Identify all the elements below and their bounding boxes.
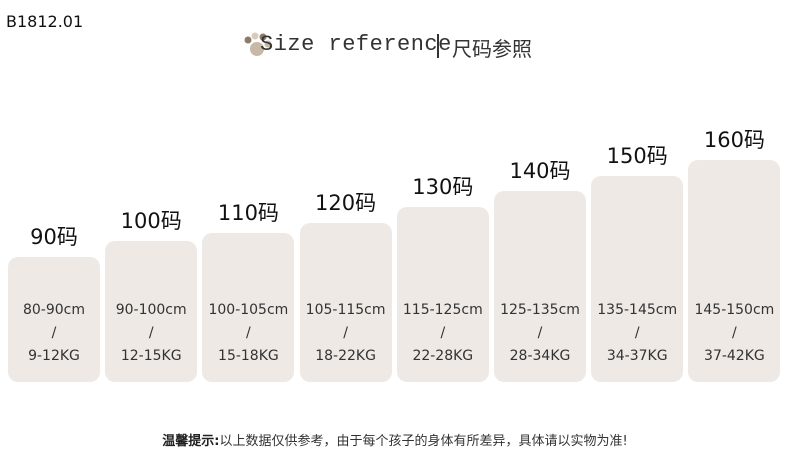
height-range: 80-90cm	[22, 302, 85, 318]
size-label: 140码	[509, 159, 571, 183]
divider: /	[440, 325, 446, 341]
divider: /	[246, 325, 251, 341]
height-range: 100-105cm	[208, 302, 289, 318]
divider: /	[343, 325, 348, 341]
height-range: 125-135cm	[500, 302, 580, 318]
size-box	[8, 257, 100, 382]
weight-range: 37-42KG	[704, 348, 765, 364]
size-box	[494, 191, 586, 382]
footer-text: 以上数据仅供参考，由于每个孩子的身体有所差异，具体请以实物为准!	[219, 434, 628, 449]
height-range: 145-150cm	[694, 302, 775, 318]
divider: /	[634, 325, 640, 341]
size-label: 90码	[30, 225, 78, 249]
divider: /	[51, 325, 57, 341]
paw-icon	[244, 32, 272, 56]
weight-range: 18-22KG	[315, 348, 376, 364]
size-box	[591, 176, 684, 382]
height-range: 115-125cm	[402, 302, 483, 318]
size-label: 120码	[315, 191, 377, 215]
weight-range: 34-37KG	[606, 348, 668, 364]
weight-range: 12-15KG	[120, 348, 182, 364]
height-range: 90-100cm	[115, 302, 187, 318]
size-label: 110码	[217, 201, 279, 225]
weight-range: 22-28KG	[412, 348, 474, 364]
size-box	[396, 207, 489, 382]
height-range: 105-115cm	[305, 302, 386, 318]
size-label: 150码	[606, 144, 668, 168]
weight-range: 28-34KG	[509, 348, 571, 364]
title-cn: 尺码参照	[452, 37, 532, 61]
size-label: 100码	[120, 209, 182, 233]
divider: /	[537, 325, 543, 341]
weight-range: 15-18KG	[218, 348, 279, 364]
product-code: B1812.01	[6, 12, 84, 31]
weight-range: 9-12KG	[28, 348, 80, 364]
footer: 温馨提示:以上数据仅供参考，由于每个孩子的身体有所差异，具体请以实物为准!	[0, 430, 790, 449]
size-box	[688, 160, 781, 382]
footer-label: 温馨提示:	[162, 434, 220, 449]
size-label: 130码	[412, 175, 474, 199]
size-box	[105, 241, 198, 382]
height-range: 135-145cm	[597, 302, 678, 318]
size-label: 160码	[703, 128, 765, 152]
size-box	[202, 233, 295, 382]
title-en: Size reference	[260, 32, 452, 57]
divider: /	[148, 325, 154, 341]
divider: /	[732, 325, 737, 341]
title-separator	[437, 34, 439, 58]
size-box	[299, 223, 392, 382]
